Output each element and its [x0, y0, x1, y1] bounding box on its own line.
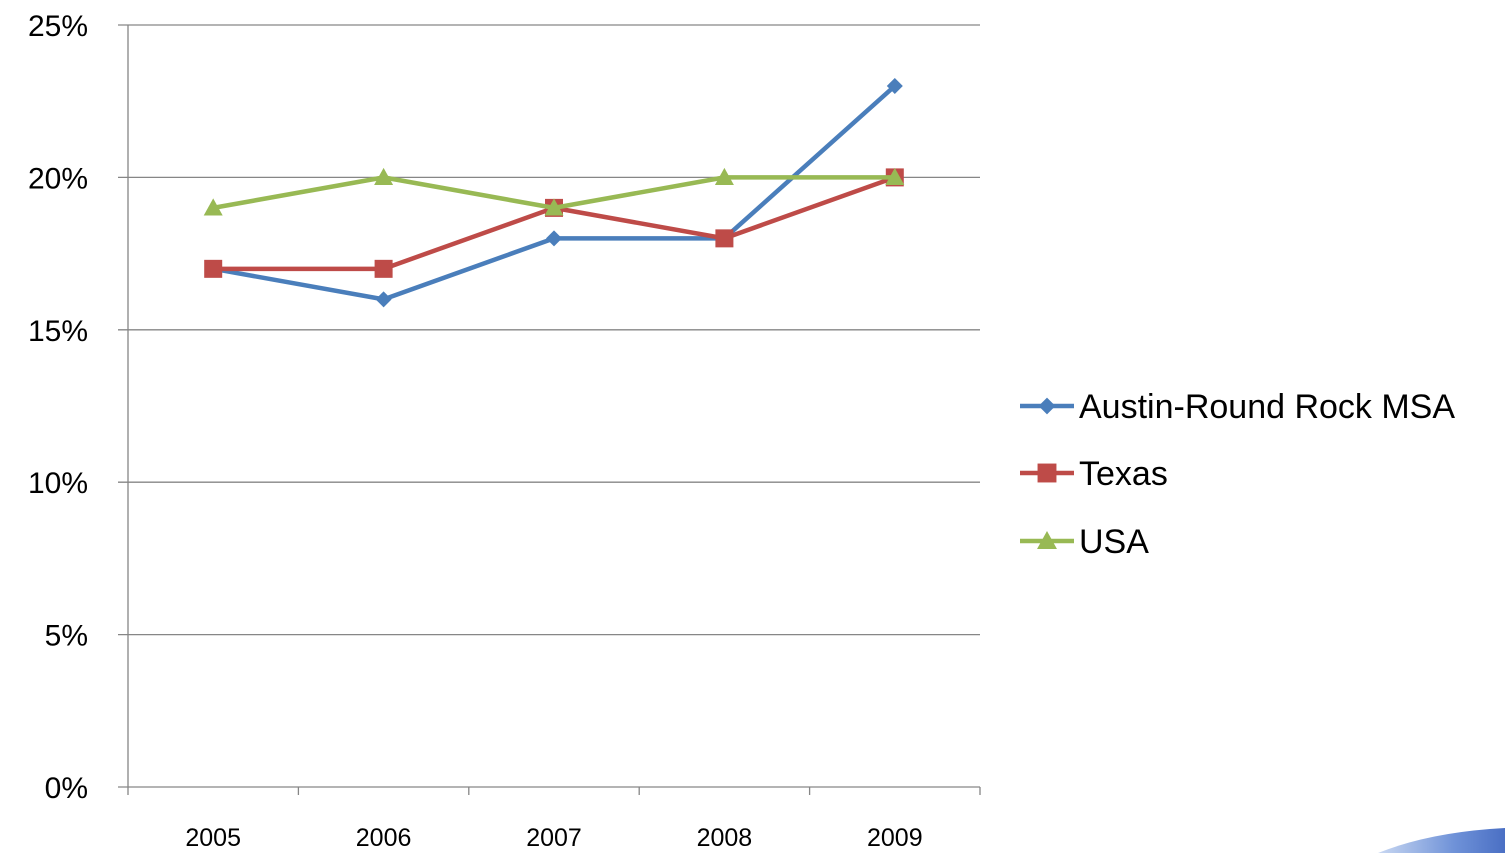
series-group	[203, 77, 905, 308]
decorative-swoosh	[1378, 828, 1505, 853]
legend-label: Texas	[1079, 455, 1168, 493]
gridlines	[118, 24, 980, 636]
diamond-marker	[546, 230, 562, 247]
axes	[118, 25, 981, 795]
legend-item: Austin-Round Rock MSA	[1020, 388, 1455, 426]
square-marker	[715, 229, 734, 248]
diamond-marker	[375, 291, 392, 308]
y-tick-label: 0%	[45, 772, 88, 805]
series-usa	[203, 167, 905, 216]
y-tick-label: 10%	[28, 467, 88, 500]
y-tick-label: 25%	[28, 10, 88, 43]
legend-item: Texas	[1020, 455, 1168, 493]
x-tick-label: 2007	[526, 824, 582, 852]
triangle-marker	[203, 198, 223, 216]
diamond-marker	[1038, 397, 1056, 415]
legend: Austin-Round Rock MSA Texas USA	[1020, 388, 1455, 561]
square-marker	[374, 259, 393, 278]
triangle-marker	[885, 167, 905, 185]
square-marker	[1037, 463, 1057, 483]
diamond-marker	[886, 77, 903, 94]
square-marker	[204, 259, 223, 278]
x-tick-label: 2005	[185, 824, 241, 852]
x-tick-label: 2008	[697, 824, 753, 852]
triangle-marker	[1037, 531, 1057, 549]
triangle-marker	[544, 198, 564, 216]
y-axis-tick-labels: 0% 5% 10% 15% 20% 25%	[28, 10, 88, 805]
y-tick-label: 5%	[45, 620, 88, 653]
y-tick-label: 15%	[28, 315, 88, 348]
legend-item: USA	[1020, 523, 1149, 561]
series-texas	[204, 168, 904, 278]
x-tick-label: 2006	[356, 824, 412, 852]
legend-label: USA	[1079, 523, 1149, 561]
triangle-marker	[374, 167, 394, 185]
x-axis-tick-labels: 2005 2006 2007 2008 2009	[185, 824, 922, 852]
corner-decoration	[1378, 828, 1505, 853]
y-tick-label: 20%	[28, 162, 88, 195]
legend-label: Austin-Round Rock MSA	[1079, 388, 1455, 426]
triangle-marker	[714, 167, 734, 185]
x-tick-label: 2009	[867, 824, 923, 852]
